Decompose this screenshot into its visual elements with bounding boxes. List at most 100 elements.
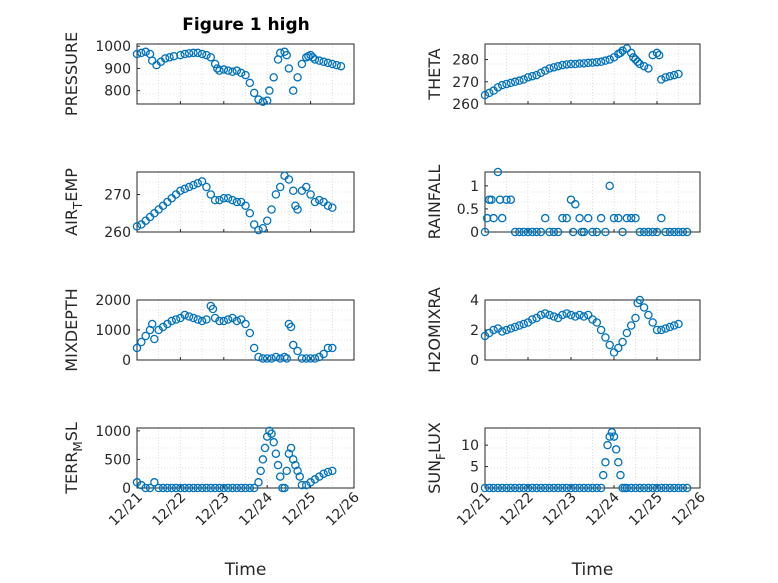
data-point [141,331,150,341]
data-point [497,80,507,90]
data-point [308,53,318,62]
data-point [132,49,142,59]
data-point [256,466,265,476]
data-point [271,449,281,458]
data-point [219,316,229,326]
data-point [506,324,516,333]
data-point [267,205,276,214]
data-point [293,466,302,476]
data-point [631,313,640,323]
data-point [254,95,263,104]
data-point [652,227,662,237]
y-axis-label: SUNFLUX [425,422,448,494]
data-point [163,483,172,493]
data-point [273,460,283,470]
data-point [297,480,307,490]
data-point [245,483,255,493]
y-axis-label: AIRTEMP [62,168,85,236]
data-point [258,455,268,464]
data-point [232,197,242,207]
data-point [519,227,528,237]
data-point [489,213,498,223]
data-point [323,201,333,210]
y-axis-label: TERRMSL [62,422,85,495]
data-point [202,483,211,493]
data-point [295,472,304,481]
data-point [485,88,494,98]
data-point [254,478,263,487]
data-point [682,227,692,237]
data-point [609,213,619,223]
data-point [502,483,511,493]
data-point [236,483,246,493]
data-point [232,66,242,75]
data-point [674,227,683,237]
data-point [506,195,516,204]
data-point [150,478,159,487]
x-tick-label: 12/26 [669,489,709,529]
data-point [607,428,617,437]
data-point [280,352,289,362]
data-point [566,483,576,493]
data-point [275,354,285,363]
data-point [644,64,653,73]
data-point [236,315,246,324]
data-point [596,213,606,223]
data-point [480,227,490,237]
data-point [328,343,337,353]
data-point [286,322,296,332]
data-point [575,59,584,68]
data-point [566,310,576,320]
data-point [189,48,198,58]
x-tick-label: 12/24 [583,489,623,529]
data-point [480,483,490,493]
data-point [571,59,580,69]
data-point [145,483,155,493]
data-point [315,56,324,65]
data-point [622,44,632,53]
data-point [180,184,189,194]
data-point [302,354,311,363]
data-point [323,343,333,353]
y-axis-label: PRESSURE [62,32,81,116]
data-point [644,483,653,493]
data-point [319,349,328,359]
data-point [669,483,679,493]
data-point [657,75,666,84]
data-point [579,59,589,68]
data-point [549,312,559,321]
data-point [206,53,216,62]
y-axis-label: MIXDEPTH [62,288,81,371]
data-point [654,50,664,60]
data-point [678,227,688,237]
data-point [661,227,670,237]
data-point [265,86,274,95]
data-point [302,182,311,192]
data-point [558,310,567,320]
data-point [614,213,623,223]
data-point [310,354,320,363]
data-point [558,213,567,223]
data-point [241,319,250,329]
data-point [592,227,602,237]
data-point [286,443,296,453]
data-point [132,343,142,353]
data-point [328,203,337,212]
data-point [284,64,294,73]
data-point [189,313,198,323]
data-point [215,316,224,326]
y-tick-label: 0 [470,225,479,241]
data-point [657,325,666,335]
data-point [262,216,272,225]
data-point [605,55,614,64]
data-point [288,455,298,464]
data-point [193,48,203,58]
data-point [197,177,207,186]
data-point [293,73,302,82]
data-point [241,201,250,210]
data-point [536,310,546,320]
data-point [622,328,632,338]
data-point [545,227,554,237]
data-point [536,68,546,78]
